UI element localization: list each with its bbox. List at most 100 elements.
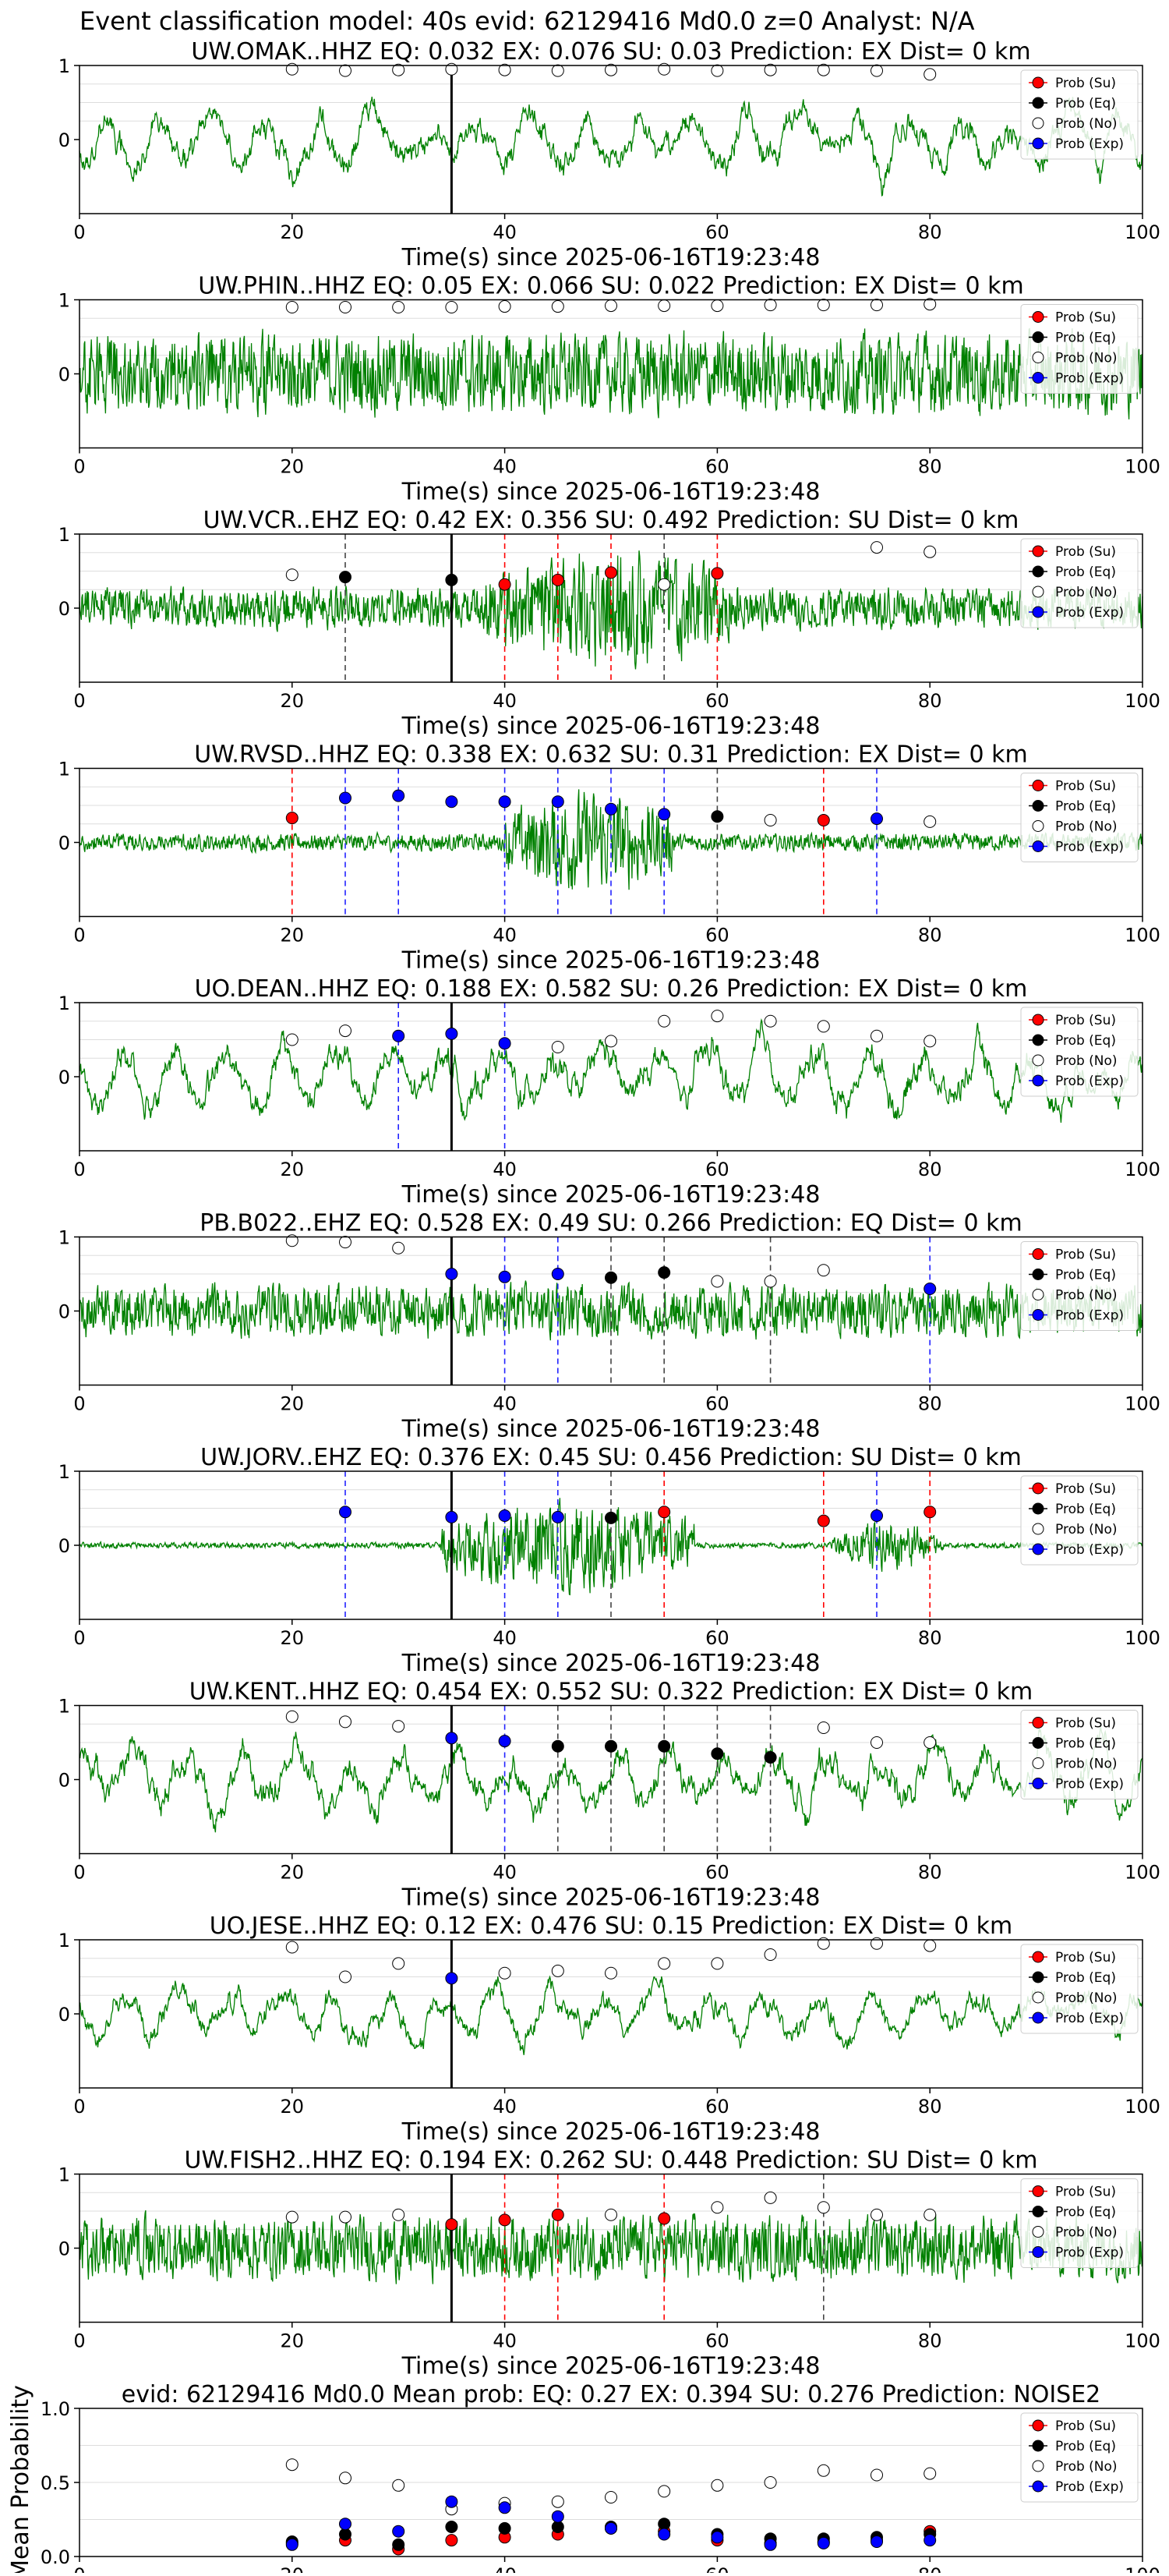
prob-point-exp bbox=[605, 802, 617, 816]
mean-prob-point-exp bbox=[605, 2521, 617, 2535]
legend-marker-su bbox=[1032, 780, 1044, 791]
legend-marker-su bbox=[1032, 1014, 1044, 1026]
mean-prob-point-exp bbox=[658, 2528, 671, 2541]
mean-prob-point-exp bbox=[498, 2501, 511, 2514]
legend-marker-no bbox=[1032, 2460, 1044, 2472]
mean-prob-point-exp bbox=[817, 2536, 830, 2549]
mean-prob-point-exp bbox=[551, 2510, 564, 2523]
legend-label: Prob (No) bbox=[1055, 819, 1118, 835]
prob-point-no bbox=[392, 1957, 405, 1970]
y-tick-label: 1 bbox=[58, 290, 70, 312]
prob-point-no bbox=[924, 68, 937, 81]
subplot-9: 0 20 40 60 80 100 0 1 UW.FISH2..HHZ EQ: 0.194 EX… bbox=[58, 2147, 1160, 2380]
prob-point-no bbox=[551, 300, 564, 313]
prob-point-no bbox=[498, 1966, 511, 1980]
mean-prob-point-eq bbox=[392, 2538, 405, 2551]
prob-point-exp bbox=[445, 1268, 458, 1280]
legend-label: Prob (Su) bbox=[1055, 779, 1116, 794]
prob-point-eq bbox=[658, 1739, 671, 1753]
legend-marker-exp bbox=[1032, 372, 1044, 384]
y-tick-label: 0 bbox=[58, 129, 70, 151]
legend-label: Prob (Eq) bbox=[1055, 1268, 1116, 1283]
x-axis-label: Time(s) since 2025-06-16T19:23:48 bbox=[401, 2118, 821, 2146]
mean-prob-point-exp bbox=[764, 2538, 777, 2551]
mean-prob-point-exp bbox=[392, 2525, 405, 2538]
prob-point-no bbox=[285, 1710, 298, 1723]
x-tick-label: 80 bbox=[918, 1393, 942, 1415]
legend-label: Prob (Su) bbox=[1055, 1481, 1116, 1497]
subplot-title: UW.KENT..HHZ EQ: 0.454 EX: 0.552 SU: 0.3… bbox=[189, 1679, 1033, 1706]
x-tick-label: 60 bbox=[705, 1627, 729, 1649]
prob-point-no bbox=[551, 1964, 564, 1977]
legend-label: Prob (No) bbox=[1055, 585, 1118, 600]
waveform-trace bbox=[79, 1975, 1143, 2055]
y-tick-label: 1 bbox=[58, 1930, 70, 1951]
subplot-8: 0 20 40 60 80 100 0 1 UO.JESE..HHZ EQ: 0.12 EX: … bbox=[58, 1913, 1160, 2146]
legend-marker-no bbox=[1032, 1991, 1044, 2004]
prob-point-eq bbox=[711, 810, 724, 823]
x-tick-label: 40 bbox=[493, 1393, 517, 1415]
x-tick-label: 40 bbox=[493, 456, 517, 478]
legend-marker-su bbox=[1032, 311, 1044, 323]
mean-prob-point-eq bbox=[551, 2521, 564, 2533]
prob-point-eq bbox=[339, 571, 351, 584]
x-tick-label: 60 bbox=[705, 1862, 729, 1884]
prob-point-no bbox=[285, 2210, 298, 2224]
prob-point-exp bbox=[339, 1506, 351, 1519]
prob-point-su bbox=[605, 566, 617, 579]
prob-point-no bbox=[924, 1035, 937, 1048]
prob-point-no bbox=[764, 2191, 777, 2204]
prob-point-exp bbox=[871, 812, 883, 826]
x-tick-label: 80 bbox=[918, 1627, 942, 1649]
prob-point-no bbox=[658, 62, 671, 76]
prob-point-no bbox=[711, 1275, 724, 1288]
prob-point-no bbox=[924, 1939, 937, 1952]
legend-marker-exp bbox=[1032, 1543, 1044, 1555]
prob-point-eq bbox=[551, 1739, 564, 1753]
y-tick-label: 1 bbox=[58, 2164, 70, 2186]
prob-point-exp bbox=[498, 1735, 511, 1748]
prob-point-no bbox=[711, 1957, 724, 1970]
waveform-trace bbox=[79, 327, 1143, 419]
prob-point-exp bbox=[498, 1037, 511, 1050]
prob-point-no bbox=[605, 1966, 617, 1980]
legend-marker-exp bbox=[1032, 2012, 1044, 2024]
x-tick-label: 100 bbox=[1125, 1862, 1160, 1884]
legend-marker-no bbox=[1032, 117, 1044, 129]
legend-marker-eq bbox=[1032, 331, 1044, 343]
legend-marker-exp bbox=[1032, 137, 1044, 150]
y-tick-label: 0 bbox=[58, 364, 70, 386]
prob-point-no bbox=[285, 1941, 298, 1954]
legend-marker-exp bbox=[1032, 1309, 1044, 1321]
legend-label: Prob (Eq) bbox=[1055, 2205, 1116, 2220]
legend-marker-su bbox=[1032, 545, 1044, 557]
prob-point-no bbox=[711, 64, 724, 77]
mean-prob-point-no bbox=[924, 2467, 937, 2480]
x-tick-label: 60 bbox=[705, 925, 729, 947]
prob-point-no bbox=[498, 300, 511, 313]
x-tick-label: 40 bbox=[493, 2096, 517, 2118]
prob-point-exp bbox=[924, 1283, 937, 1295]
prob-point-no bbox=[285, 1234, 298, 1247]
mean-prob-point-exp bbox=[924, 2534, 937, 2547]
prob-point-no bbox=[924, 815, 937, 828]
legend-box bbox=[1020, 2412, 1139, 2503]
legend-label: Prob (Exp) bbox=[1055, 1777, 1124, 1792]
x-axis-label: Time(s) since 2025-06-16T19:23:48 bbox=[401, 2353, 821, 2380]
legend-label: Prob (Exp) bbox=[1055, 1074, 1124, 1089]
waveform-trace bbox=[79, 1280, 1143, 1341]
subplot-2: 0 20 40 60 80 100 0 1 UW.VCR..EHZ EQ: 0.42 EX: 0… bbox=[58, 507, 1160, 740]
y-tick-label: 0.5 bbox=[41, 2472, 70, 2494]
prob-point-no bbox=[339, 2210, 351, 2224]
y-tick-label: 1 bbox=[58, 759, 70, 780]
prob-point-su bbox=[711, 567, 724, 580]
waveform-trace bbox=[79, 1017, 1143, 1123]
y-tick-label: 1 bbox=[58, 1461, 70, 1483]
legend-label: Prob (Eq) bbox=[1055, 2439, 1116, 2454]
prob-point-exp bbox=[551, 795, 564, 809]
legend-marker-eq bbox=[1032, 2206, 1044, 2217]
x-tick-label: 20 bbox=[281, 1862, 305, 1884]
prob-point-su bbox=[285, 812, 298, 825]
x-tick-label: 60 bbox=[705, 456, 729, 478]
prob-point-no bbox=[764, 1275, 777, 1288]
